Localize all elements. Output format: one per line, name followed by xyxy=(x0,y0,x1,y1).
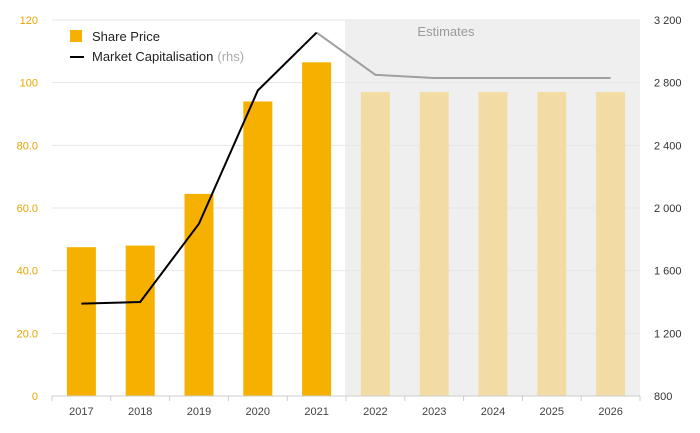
x-tick-label: 2025 xyxy=(540,406,564,418)
share-price-bar xyxy=(360,92,390,397)
axes: 0 20.0 40.0 60.0 80.0 100 120 800 1 200 1 600 2 00… xyxy=(17,15,682,418)
y-left-tick-label: 80.0 xyxy=(17,140,38,152)
share-price-bar xyxy=(243,101,273,396)
legend-share-price-label: Share Price xyxy=(92,29,160,44)
y-left-tick-label: 120 xyxy=(20,15,38,27)
x-tick-label: 2026 xyxy=(598,406,622,418)
y-right-tick-label: 3 200 xyxy=(654,15,682,27)
share-price-bar xyxy=(419,92,449,397)
share-price-bar xyxy=(537,92,567,397)
y-right-tick-label: 2 400 xyxy=(654,140,682,152)
legend-share-price-swatch xyxy=(70,30,82,42)
x-tick-label: 2020 xyxy=(246,406,270,418)
y-left-tick-label: 40.0 xyxy=(17,266,38,278)
x-tick-label: 2022 xyxy=(363,406,387,418)
x-tick-label: 2018 xyxy=(128,406,152,418)
share-price-bar xyxy=(184,193,214,396)
x-tick-label: 2024 xyxy=(481,406,505,418)
share-price-bar xyxy=(478,92,508,397)
share-price-bar xyxy=(596,92,626,397)
x-tick-label: 2021 xyxy=(304,406,328,418)
estimates-label: Estimates xyxy=(417,24,475,39)
market-cap-line xyxy=(81,31,611,305)
y-right-tick-label: 2 800 xyxy=(654,78,682,90)
legend-market-cap-label: Market Capitalisation xyxy=(92,49,213,64)
y-right-tick-label: 1 200 xyxy=(654,328,682,340)
x-tick-label: 2023 xyxy=(422,406,446,418)
y-left-tick-label: 100 xyxy=(20,78,38,90)
legend-market-cap-text: Market Capitalisation (rhs) xyxy=(92,49,244,64)
y-left-tick-label: 60.0 xyxy=(17,203,38,215)
legend: Share Price Market Capitalisation (rhs) xyxy=(70,29,244,64)
y-left-tick-label: 0 xyxy=(32,391,38,403)
y-right-tick-label: 1 600 xyxy=(654,266,682,278)
share-price-bars xyxy=(66,62,626,397)
y-right-tick-label: 2 000 xyxy=(654,203,682,215)
y-right-tick-label: 800 xyxy=(654,391,672,403)
x-tick-label: 2019 xyxy=(187,406,211,418)
share-price-bar xyxy=(66,247,96,396)
y-left-tick-label: 20.0 xyxy=(17,328,38,340)
share-price-bar xyxy=(125,245,155,396)
market-cap-line-actual xyxy=(81,31,318,305)
x-tick-label: 2017 xyxy=(69,406,93,418)
share-price-bar xyxy=(302,62,332,397)
legend-market-cap-note: (rhs) xyxy=(217,49,244,64)
market-cap-line-estimate xyxy=(316,31,611,79)
